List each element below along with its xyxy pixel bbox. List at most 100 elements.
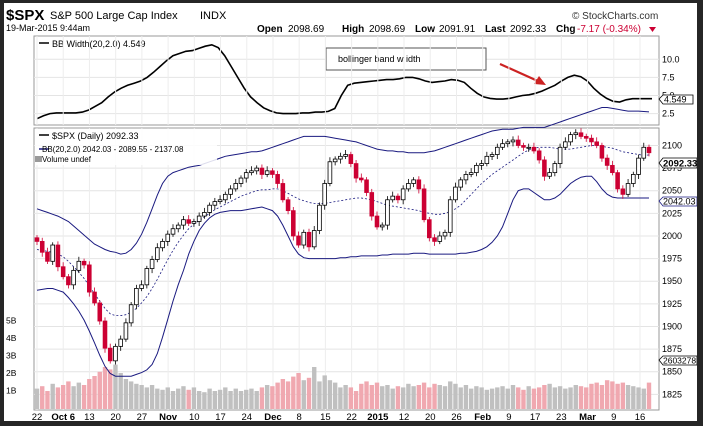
candle bbox=[144, 265, 150, 289]
volume-bar bbox=[364, 381, 369, 409]
candle-body bbox=[515, 139, 521, 146]
candle bbox=[92, 287, 97, 306]
volume-bar bbox=[536, 387, 542, 409]
candle-body bbox=[536, 150, 542, 161]
lower-band-tag: 2042.03 bbox=[658, 197, 697, 207]
candle-body bbox=[610, 164, 615, 174]
red-arrow-icon bbox=[499, 62, 546, 85]
candle bbox=[39, 237, 45, 257]
candle bbox=[243, 169, 249, 183]
volume-bar bbox=[599, 385, 605, 409]
candle-body bbox=[458, 179, 463, 188]
volume-bar bbox=[291, 376, 296, 409]
volume-bar bbox=[542, 385, 547, 409]
candle bbox=[542, 156, 547, 181]
price-legend-text: $SPX (Daily) 2092.33 bbox=[52, 131, 139, 141]
price-tick-label: 1950 bbox=[662, 276, 682, 286]
candle-body bbox=[139, 284, 144, 289]
candle-body bbox=[134, 288, 139, 306]
volume-bar bbox=[359, 383, 364, 409]
brand-text[interactable]: © StockCharts.com bbox=[572, 11, 658, 22]
lower-tag-text: 2042.03 bbox=[663, 197, 696, 207]
bb-width-panel: 2.55.07.510.0 BB Width(20,2.0) 4.549 bol… bbox=[33, 35, 694, 126]
volume-bar bbox=[259, 387, 265, 409]
date-tick-label: Nov bbox=[159, 412, 178, 421]
candle-body bbox=[60, 266, 66, 278]
candle-body bbox=[34, 237, 40, 242]
volume-bar bbox=[296, 373, 301, 409]
stockcharts-link[interactable]: © StockCharts.com bbox=[572, 11, 658, 22]
candle-body bbox=[563, 141, 568, 148]
volume-bar bbox=[92, 376, 97, 409]
candle bbox=[50, 242, 55, 265]
volume-bar bbox=[118, 373, 123, 409]
candle-body bbox=[149, 259, 155, 269]
volume-bar bbox=[437, 385, 442, 409]
volume-bar bbox=[484, 389, 490, 409]
volume-bar bbox=[76, 382, 82, 409]
candle bbox=[432, 234, 437, 246]
candle bbox=[223, 191, 228, 204]
volume-bar bbox=[338, 387, 343, 409]
candle-body bbox=[249, 170, 254, 174]
candle-body bbox=[589, 137, 594, 143]
candle-body bbox=[254, 167, 259, 172]
open-value: 2098.69 bbox=[288, 24, 325, 35]
candle-body bbox=[531, 146, 537, 152]
low-value: 2091.91 bbox=[439, 24, 476, 35]
price-tick-label: 1875 bbox=[662, 344, 682, 354]
candle-body bbox=[186, 219, 191, 224]
price-last-tag: 2092.33 bbox=[658, 157, 697, 170]
candle bbox=[468, 168, 474, 178]
volume-bar bbox=[374, 382, 380, 409]
candle-body bbox=[615, 172, 620, 190]
candle bbox=[191, 218, 197, 227]
volume-bar bbox=[427, 387, 432, 409]
candle bbox=[60, 262, 66, 280]
date-tick-label: Dec bbox=[264, 412, 281, 421]
volume-bar bbox=[55, 387, 61, 409]
volume-bar bbox=[563, 388, 568, 409]
candle-body bbox=[631, 174, 636, 184]
candle bbox=[228, 185, 233, 199]
candle bbox=[34, 235, 40, 246]
candle bbox=[212, 197, 218, 210]
candle bbox=[599, 142, 605, 162]
date-tick-label: 8 bbox=[297, 412, 302, 421]
candle bbox=[238, 175, 244, 188]
chg-label: Chg bbox=[556, 24, 575, 35]
volume-bar bbox=[395, 386, 401, 409]
date-tick-label: 17 bbox=[215, 412, 226, 421]
candle bbox=[500, 139, 505, 151]
candle bbox=[113, 343, 118, 365]
candle-body bbox=[385, 199, 390, 226]
volume-bar bbox=[87, 379, 92, 409]
candle-body bbox=[243, 172, 249, 179]
volume-bar bbox=[144, 387, 150, 409]
candle-body bbox=[280, 183, 286, 201]
volume-bar bbox=[170, 391, 176, 409]
candle bbox=[641, 142, 647, 161]
candle bbox=[186, 215, 191, 227]
candle-body bbox=[348, 154, 354, 164]
date-tick-label: 20 bbox=[110, 412, 121, 421]
candle bbox=[207, 202, 212, 217]
price-tag-text: 2092.33 bbox=[663, 159, 697, 170]
candle bbox=[322, 179, 327, 210]
volume-bar bbox=[233, 388, 238, 409]
candle bbox=[521, 142, 526, 151]
candle bbox=[636, 154, 641, 179]
candle-body bbox=[427, 219, 432, 239]
candle-body bbox=[238, 177, 244, 184]
candle-body bbox=[270, 170, 275, 175]
candle-body bbox=[583, 136, 589, 139]
date-tick-label: 2015 bbox=[367, 412, 389, 421]
candle-body bbox=[107, 347, 113, 362]
candle-body bbox=[144, 268, 150, 286]
volume-bar bbox=[448, 381, 453, 409]
candle-body bbox=[510, 139, 516, 143]
low-label: Low bbox=[415, 24, 435, 35]
candle-body bbox=[92, 291, 97, 304]
candle bbox=[107, 343, 113, 364]
candle-body bbox=[447, 199, 453, 233]
